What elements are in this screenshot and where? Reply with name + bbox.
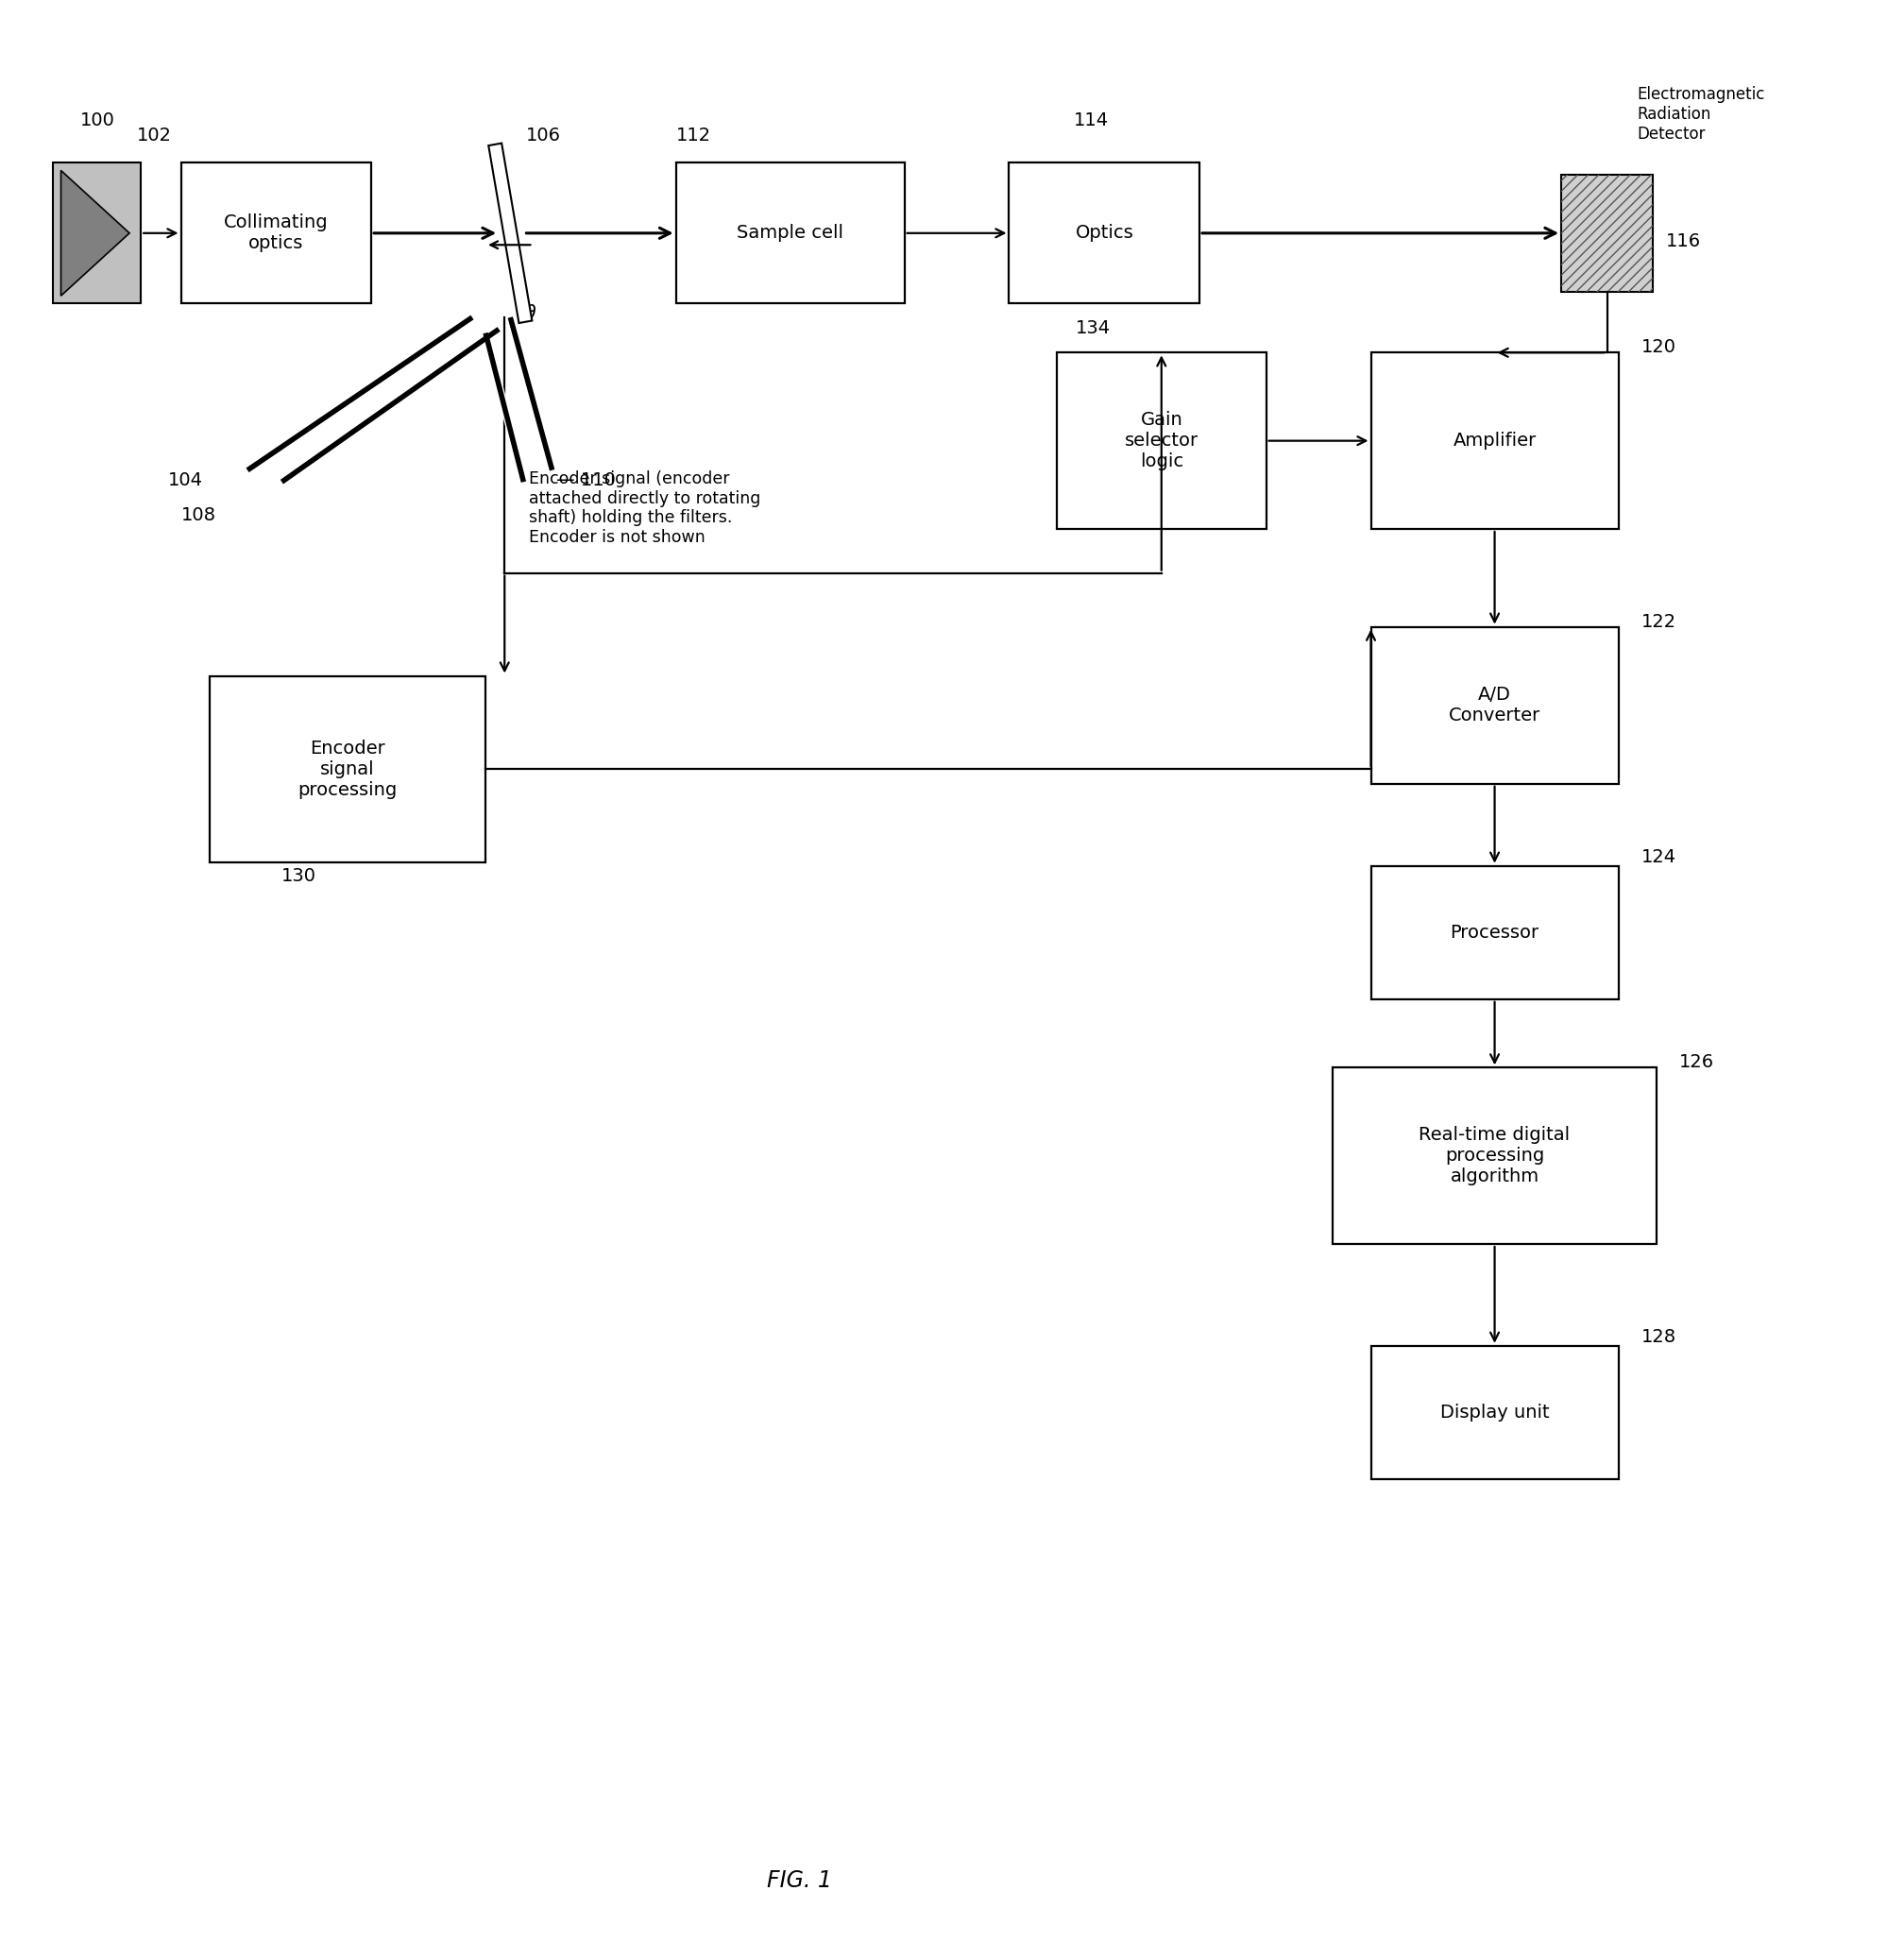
Bar <box>181 163 371 304</box>
Bar <box>53 163 141 304</box>
Bar <box>489 143 531 323</box>
Bar <box>1561 174 1653 292</box>
Text: 114: 114 <box>1074 112 1108 129</box>
Text: Real-time digital
processing
algorithm: Real-time digital processing algorithm <box>1418 1126 1571 1185</box>
Bar <box>1009 163 1200 304</box>
Text: 102: 102 <box>137 127 171 145</box>
Bar <box>1371 353 1618 529</box>
Text: 128: 128 <box>1641 1328 1676 1346</box>
Bar <box>676 163 904 304</box>
Text: Amplifier: Amplifier <box>1453 431 1537 451</box>
Text: A/D
Converter: A/D Converter <box>1449 686 1540 725</box>
Text: 106: 106 <box>526 127 560 145</box>
Text: Encoder
signal
processing: Encoder signal processing <box>297 739 398 799</box>
Text: Gain
selector
logic: Gain selector logic <box>1125 411 1198 470</box>
Bar <box>1057 353 1266 529</box>
Text: 124: 124 <box>1641 848 1676 866</box>
Text: 120: 120 <box>1641 339 1676 357</box>
Text: Collimating
optics: Collimating optics <box>225 214 327 253</box>
Text: 130: 130 <box>282 868 316 885</box>
Text: 112: 112 <box>676 127 710 145</box>
Text: 122: 122 <box>1641 613 1676 631</box>
Bar <box>1561 174 1653 292</box>
Polygon shape <box>61 170 129 296</box>
Bar <box>209 676 486 862</box>
Text: Processor: Processor <box>1451 923 1538 942</box>
Text: 100: 100 <box>80 112 114 129</box>
Bar <box>1333 1068 1656 1244</box>
Text: 108: 108 <box>181 505 215 525</box>
Bar <box>1371 627 1618 784</box>
Text: Encoder signal (encoder
attached directly to rotating
shaft) holding the filters: Encoder signal (encoder attached directl… <box>529 470 762 547</box>
Text: Display unit: Display unit <box>1439 1403 1550 1422</box>
Bar <box>1371 866 1618 999</box>
Text: 104: 104 <box>168 470 202 490</box>
Text: Electromagnetic
Radiation
Detector: Electromagnetic Radiation Detector <box>1637 86 1765 143</box>
Text: 134: 134 <box>1076 319 1110 337</box>
Text: — 110: — 110 <box>556 470 615 490</box>
Text: Optics: Optics <box>1076 223 1133 243</box>
Text: 126: 126 <box>1679 1054 1714 1072</box>
Text: Sample cell: Sample cell <box>737 223 843 243</box>
Bar <box>1371 1346 1618 1479</box>
Text: 116: 116 <box>1666 233 1700 251</box>
Text: FIG. 1: FIG. 1 <box>767 1869 832 1892</box>
Text: $\theta$: $\theta$ <box>524 304 537 323</box>
